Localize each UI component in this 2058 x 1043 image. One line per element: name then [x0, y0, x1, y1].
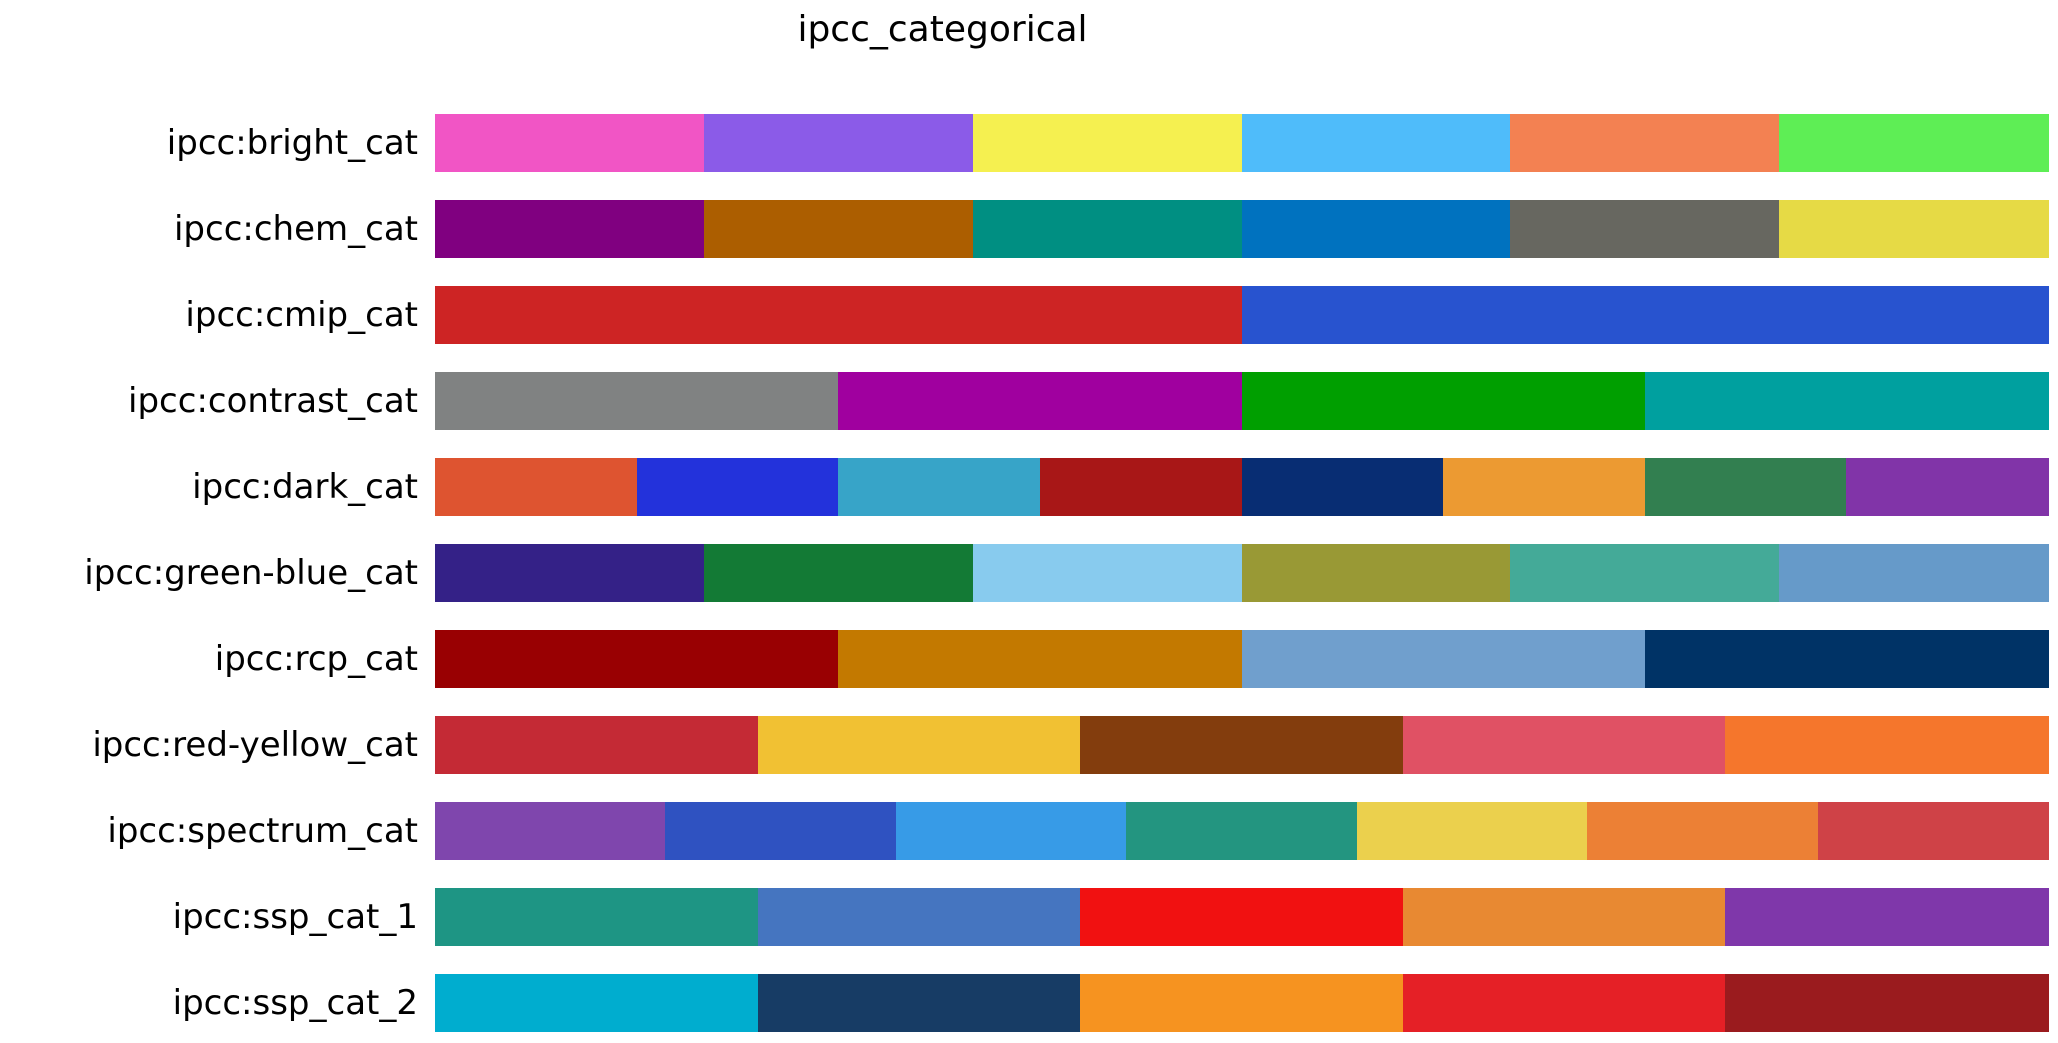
- colormap-row: [435, 200, 2049, 258]
- row-label: ipcc:contrast_cat: [128, 381, 418, 421]
- color-swatch: [1242, 372, 1646, 430]
- color-swatch: [838, 630, 1243, 688]
- color-swatch: [435, 630, 839, 688]
- color-swatch: [435, 200, 705, 258]
- color-swatch: [1510, 114, 1780, 172]
- color-swatch: [1242, 200, 1511, 258]
- color-swatch: [435, 372, 839, 430]
- color-swatch: [1779, 200, 2049, 258]
- row-label: ipcc:red-yellow_cat: [92, 725, 418, 765]
- color-swatch: [1510, 544, 1780, 602]
- color-swatch: [1779, 114, 2049, 172]
- color-swatch: [758, 716, 1081, 774]
- color-swatch: [435, 458, 638, 516]
- color-swatch: [435, 114, 705, 172]
- color-swatch: [1443, 458, 1646, 516]
- color-swatch: [1242, 544, 1511, 602]
- color-swatch: [1645, 458, 1847, 516]
- colormap-row: [435, 802, 2049, 860]
- color-swatch: [435, 286, 1243, 344]
- color-swatch: [1587, 802, 1819, 860]
- color-swatch: [1846, 458, 2049, 516]
- colormap-row: [435, 544, 2049, 602]
- color-swatch: [1725, 888, 2049, 946]
- color-swatch: [1126, 802, 1358, 860]
- row-label: ipcc:ssp_cat_2: [172, 983, 418, 1023]
- color-swatch: [1645, 630, 2049, 688]
- color-swatch: [973, 114, 1243, 172]
- color-swatch: [1242, 114, 1511, 172]
- colormap-row: [435, 974, 2049, 1032]
- color-swatch: [1357, 802, 1588, 860]
- color-swatch: [973, 544, 1243, 602]
- color-swatch: [838, 372, 1243, 430]
- color-swatch: [1403, 974, 1726, 1032]
- colormap-row: [435, 286, 2049, 344]
- color-swatch: [435, 716, 759, 774]
- color-swatch: [435, 802, 666, 860]
- chart-title: ipcc_categorical: [797, 9, 1088, 50]
- color-swatch: [1818, 802, 2049, 860]
- color-swatch: [1040, 458, 1243, 516]
- row-label: ipcc:bright_cat: [166, 123, 418, 163]
- color-swatch: [1725, 974, 2049, 1032]
- color-swatch: [1779, 544, 2049, 602]
- color-swatch: [1080, 716, 1404, 774]
- row-label: ipcc:spectrum_cat: [107, 811, 418, 851]
- color-swatch: [435, 974, 759, 1032]
- color-swatch: [1403, 716, 1726, 774]
- color-swatch: [435, 888, 759, 946]
- color-swatch: [1645, 372, 2049, 430]
- color-swatch: [896, 802, 1127, 860]
- color-swatch: [1242, 458, 1444, 516]
- row-label: ipcc:dark_cat: [192, 467, 418, 507]
- color-swatch: [704, 200, 974, 258]
- row-label: ipcc:ssp_cat_1: [172, 897, 418, 937]
- color-swatch: [758, 888, 1081, 946]
- colormap-row: [435, 716, 2049, 774]
- colormap-row: [435, 630, 2049, 688]
- colormap-row: [435, 458, 2049, 516]
- color-swatch: [1080, 974, 1404, 1032]
- color-swatch: [1510, 200, 1780, 258]
- color-swatch: [1242, 286, 2049, 344]
- color-swatch: [665, 802, 897, 860]
- color-swatch: [704, 544, 974, 602]
- color-swatch: [1403, 888, 1726, 946]
- color-swatch: [704, 114, 974, 172]
- color-swatch: [838, 458, 1041, 516]
- color-swatch: [758, 974, 1081, 1032]
- color-swatch: [1242, 630, 1646, 688]
- row-label: ipcc:green-blue_cat: [84, 553, 418, 593]
- color-swatch: [1080, 888, 1404, 946]
- colormap-row: [435, 372, 2049, 430]
- color-swatch: [973, 200, 1243, 258]
- row-label: ipcc:rcp_cat: [214, 639, 418, 679]
- colormap-row: [435, 888, 2049, 946]
- row-label: ipcc:cmip_cat: [185, 295, 418, 335]
- color-swatch: [1725, 716, 2049, 774]
- colormap-row: [435, 114, 2049, 172]
- color-swatch: [435, 544, 705, 602]
- color-swatch: [637, 458, 839, 516]
- row-label: ipcc:chem_cat: [173, 209, 418, 249]
